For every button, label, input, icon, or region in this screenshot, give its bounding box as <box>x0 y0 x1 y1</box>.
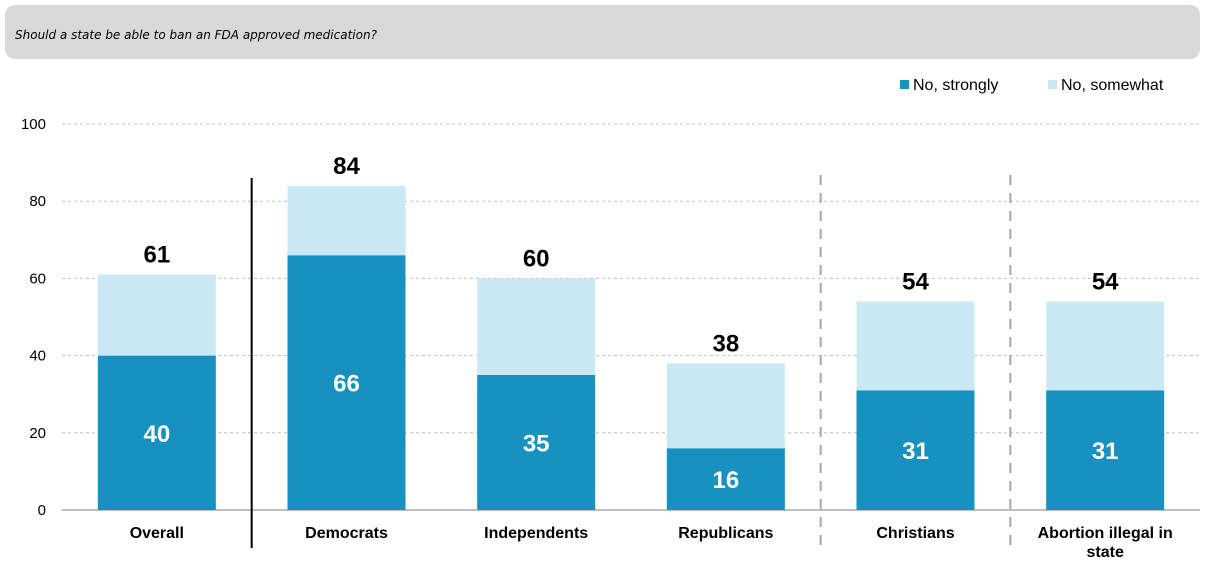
bar-no-somewhat <box>97 274 216 356</box>
legend-label-somewhat: No, somewhat <box>1061 77 1164 94</box>
legend-swatch-strongly <box>900 80 909 89</box>
y-tick-label: 60 <box>29 270 46 287</box>
y-tick-label: 20 <box>29 425 46 442</box>
x-category-label: Democrats <box>305 525 388 542</box>
x-category-label: Republicans <box>678 525 773 542</box>
bar-no-somewhat <box>666 363 785 449</box>
data-label-strongly: 31 <box>902 438 929 465</box>
data-label-total: 84 <box>333 153 360 180</box>
data-label-strongly: 31 <box>1092 438 1119 465</box>
bar-no-strongly <box>666 448 785 510</box>
bar-no-somewhat <box>1046 301 1165 391</box>
bar-no-somewhat <box>287 185 406 256</box>
data-label-total: 60 <box>523 245 550 272</box>
bar-no-strongly <box>97 355 216 510</box>
data-label-total: 61 <box>143 242 170 269</box>
x-category-label: Christians <box>876 525 954 542</box>
bar-no-somewhat <box>856 301 975 391</box>
data-label-total: 54 <box>902 269 929 296</box>
legend-label-strongly: No, strongly <box>913 77 998 94</box>
bar-no-strongly <box>477 374 596 510</box>
x-category-label: Independents <box>484 525 588 542</box>
data-label-total: 38 <box>712 330 739 357</box>
data-label-strongly: 16 <box>712 467 739 494</box>
data-label-strongly: 35 <box>523 430 550 457</box>
question-banner: Should a state be able to ban an FDA app… <box>5 5 1200 59</box>
data-label-total: 54 <box>1092 269 1119 296</box>
bar-no-strongly <box>1046 390 1165 510</box>
bar-no-strongly <box>287 255 406 510</box>
data-label-strongly: 66 <box>333 371 360 398</box>
y-tick-label: 40 <box>29 348 46 365</box>
data-label-strongly: 40 <box>143 421 170 448</box>
x-category-label: state <box>1086 544 1123 561</box>
legend-swatch-somewhat <box>1048 80 1057 89</box>
x-category-label: Overall <box>130 525 184 542</box>
x-category-label: Abortion illegal in <box>1038 525 1173 542</box>
bar-no-strongly <box>856 390 975 510</box>
y-tick-label: 100 <box>21 116 46 133</box>
y-tick-label: 0 <box>38 502 46 519</box>
bar-no-somewhat <box>477 278 596 375</box>
question-text: Should a state be able to ban an FDA app… <box>15 28 377 42</box>
y-tick-label: 80 <box>29 193 46 210</box>
